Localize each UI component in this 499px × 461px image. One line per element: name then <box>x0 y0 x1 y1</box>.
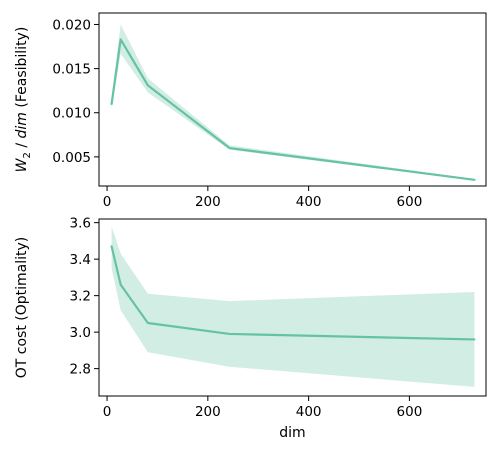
y-tick-label: 3.0 <box>70 325 91 341</box>
y-tick-label: 3.2 <box>70 289 91 305</box>
x-tick-label: 600 <box>397 404 423 420</box>
optimality-line-layer <box>110 245 476 341</box>
y-tick-label: 0.010 <box>52 106 91 122</box>
confidence-band-0 <box>111 226 475 387</box>
y-tick-label: 0.005 <box>52 150 91 166</box>
series-line-0 <box>110 38 476 181</box>
y-tick-label: 2.8 <box>70 362 91 378</box>
ylabel-variable: W <box>14 157 30 172</box>
y-tick-label: 3.4 <box>70 252 91 268</box>
feasibility-axes-frame <box>98 12 487 187</box>
y-tick-label: 0.015 <box>52 62 91 78</box>
ylabel-dim: dim <box>14 112 30 138</box>
y-tick-label: 3.6 <box>70 216 91 232</box>
x-axis-label: dim <box>279 425 305 441</box>
optimality-y-axis-label: OT cost (Optimality) <box>14 237 30 379</box>
series-line-0 <box>110 245 476 341</box>
feasibility-line-layer <box>110 38 476 181</box>
feasibility-subplot: 0 200 400 600 0.005 0.010 0.015 0.020 W2 / dim … <box>14 12 487 210</box>
optimality-ticks: 0 200 400 600 2.8 3.0 3.2 3.4 3.6 <box>70 216 423 420</box>
feasibility-ticks: 0 200 400 600 0.005 0.010 0.015 0.020 <box>52 17 422 210</box>
y-tick-label: 0.020 <box>52 17 91 33</box>
x-tick-label: 400 <box>296 404 322 420</box>
ylabel-subscript: 2 <box>22 152 33 158</box>
x-tick-label: 200 <box>195 194 221 210</box>
optimality-band-layer <box>111 226 475 387</box>
optimality-axes-frame <box>98 218 487 397</box>
x-tick-label: 200 <box>195 404 221 420</box>
feasibility-y-axis-label: W2 / dim (Feasibility) <box>14 27 33 173</box>
optimality-subplot: 0 200 400 600 2.8 3.0 3.2 3.4 3.6 OT cost (Optim… <box>14 216 487 441</box>
ylabel-separator: / <box>14 138 30 152</box>
x-tick-label: 600 <box>397 194 423 210</box>
ylabel-suffix: (Feasibility) <box>14 27 30 112</box>
x-tick-label: 400 <box>296 194 322 210</box>
x-tick-label: 0 <box>103 404 112 420</box>
x-tick-label: 0 <box>103 194 112 210</box>
